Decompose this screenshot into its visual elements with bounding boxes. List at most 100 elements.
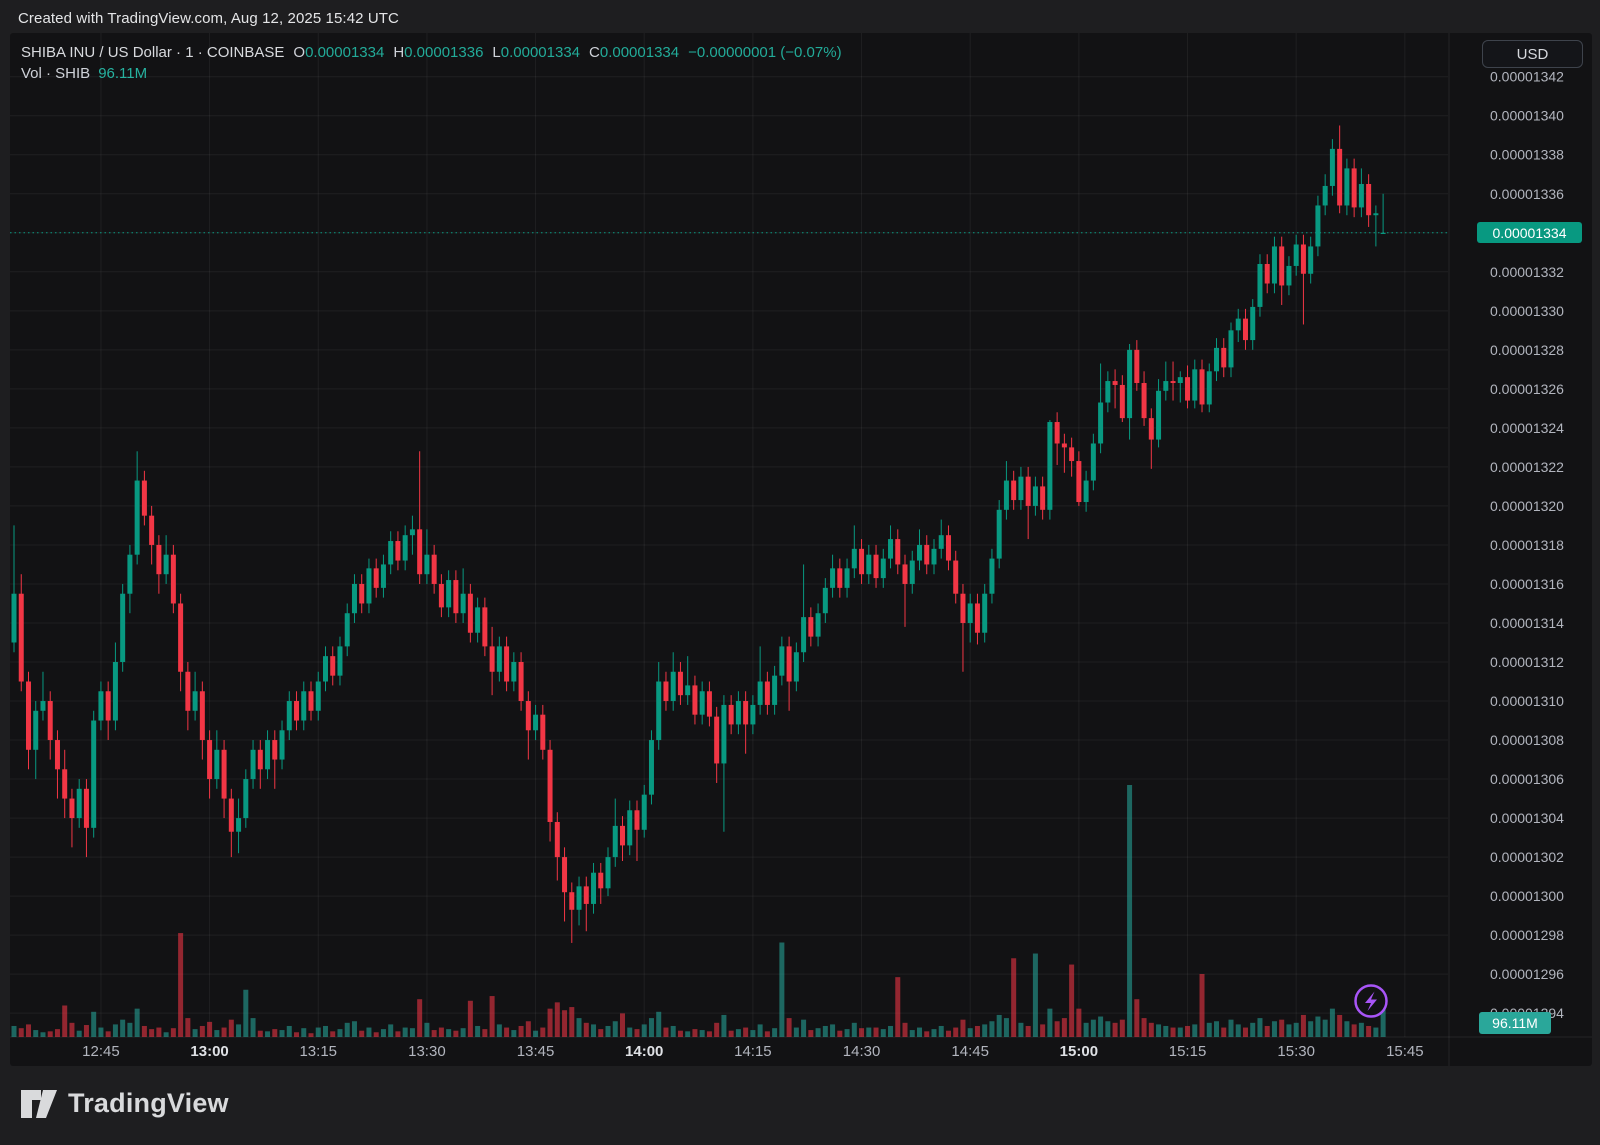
time-tick-label: 15:15 [1169, 1043, 1207, 1060]
candle-body [917, 544, 922, 561]
volume-bar [888, 1025, 894, 1037]
volume-bar [1242, 1027, 1248, 1037]
volume-bar [974, 1025, 980, 1037]
price-tick-label: 0.00001320 [1490, 498, 1564, 514]
price-tick-label: 0.00001316 [1490, 576, 1564, 592]
candle-body [1047, 422, 1053, 510]
candle-body [54, 740, 60, 770]
symbol-legend[interactable]: SHIBA INU / US Dollar · 1 · COINBASE O0.0… [21, 44, 842, 61]
current-price-badge: 0.00001334 [1477, 222, 1582, 243]
volume-bar [1380, 1006, 1386, 1037]
volume-label: Vol · SHIB [21, 65, 91, 82]
volume-bar [1148, 1022, 1154, 1037]
candle-body [569, 892, 575, 910]
volume-bar [917, 1027, 922, 1037]
volume-bar [279, 1030, 285, 1037]
volume-bar [989, 1021, 995, 1037]
volume-bar [540, 1027, 546, 1037]
candle-body [388, 541, 394, 565]
volume-bar [141, 1025, 147, 1037]
candle-body [772, 675, 778, 705]
candle-body [351, 583, 357, 614]
candle-body [207, 740, 213, 780]
candle-body [1127, 349, 1133, 419]
candle-body [859, 548, 865, 575]
volume-bar [402, 1027, 408, 1037]
volume-bar [822, 1025, 828, 1037]
candle-body [757, 681, 763, 705]
volume-bar [366, 1027, 372, 1037]
volume-bar [446, 1029, 452, 1037]
candle-body [931, 548, 937, 565]
volume-bar [547, 1008, 553, 1037]
ohlc-label: H [393, 44, 405, 61]
symbol-title: SHIBA INU / US Dollar · 1 · COINBASE [21, 44, 285, 61]
candle-body [1025, 476, 1031, 506]
ohlc-values: O0.00001334 H0.00001336 L0.00001334 C0.0000… [284, 44, 679, 61]
price-axis[interactable]: 0.00001342 0.00001340 0.00001338 0.00001336… [1490, 69, 1564, 1021]
candle-body [1228, 330, 1234, 368]
volume-bar [265, 1031, 271, 1037]
candle-body [982, 593, 988, 633]
candle-body [373, 568, 379, 588]
candle-body [366, 568, 372, 604]
volume-bar [214, 1030, 220, 1037]
time-tick-label: 12:45 [82, 1043, 120, 1060]
volume-bar [866, 1027, 872, 1037]
volume-bar [648, 1018, 654, 1037]
volume-bar [728, 1030, 734, 1037]
volume-bar [685, 1031, 691, 1037]
volume-bar [605, 1025, 611, 1037]
ohlc-value: 0.00001334 [305, 44, 385, 61]
volume-bar [83, 1025, 89, 1037]
volume-bar [670, 1025, 676, 1037]
volume-bar [1329, 1008, 1335, 1037]
volume-bar [634, 1029, 640, 1037]
candle-body [322, 656, 328, 682]
volume-bar [199, 1025, 205, 1037]
candle-body [134, 480, 140, 555]
volume-bar [1018, 1022, 1024, 1037]
candle-body [670, 671, 676, 702]
candle-body [1351, 168, 1357, 208]
candle-body [750, 704, 756, 725]
candle-body [909, 560, 915, 584]
flash-icon[interactable] [1354, 984, 1388, 1018]
volume-bar [185, 1018, 191, 1037]
tradingview-logo[interactable]: TradingView [20, 1088, 229, 1119]
candle-body [1373, 213, 1379, 216]
candle-body [294, 701, 300, 721]
candle-body [728, 704, 734, 725]
candle-body [1141, 383, 1147, 419]
price-tick-label: 0.00001332 [1490, 264, 1564, 280]
volume-legend[interactable]: Vol · SHIB 96.11M [21, 65, 147, 82]
candle-body [1315, 205, 1321, 247]
currency-toggle-button[interactable]: USD [1482, 40, 1583, 68]
candle-body [1380, 232, 1386, 234]
candle-body [1329, 148, 1335, 186]
candle-body [18, 593, 24, 682]
volume-bar [504, 1027, 510, 1037]
candle-body [648, 740, 654, 795]
volume-bar [1250, 1022, 1256, 1037]
volume-bar [207, 1021, 213, 1037]
price-tick-label: 0.00001300 [1490, 888, 1564, 904]
volume-bar [1003, 1018, 1009, 1037]
volume-bar [772, 1028, 778, 1037]
time-axis[interactable]: 12:45 13:00 13:15 13:30 13:45 14:00 14:15 14:30… [82, 1043, 1423, 1060]
candle-body [627, 810, 633, 846]
candle-body [1156, 390, 1162, 440]
volume-bar [25, 1024, 31, 1037]
tradingview-logo-icon [21, 1089, 57, 1118]
candle-body [112, 662, 118, 721]
candle-body [105, 691, 111, 721]
candle-body [706, 691, 712, 717]
volume-bar [699, 1030, 705, 1037]
candle-body [1177, 377, 1183, 384]
volume-bar [1076, 1008, 1082, 1037]
volume-bar [1170, 1027, 1176, 1037]
candle-body [170, 554, 176, 604]
volume-bar [330, 1031, 336, 1037]
volume-bar [779, 942, 785, 1037]
